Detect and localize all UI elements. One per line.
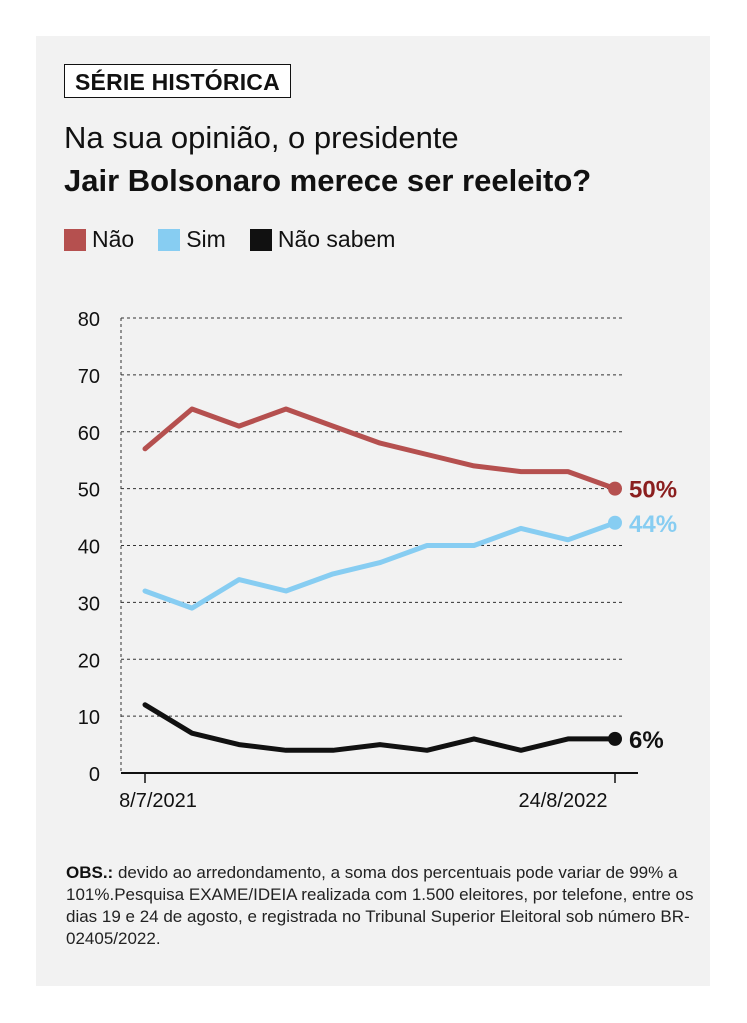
- legend-label-sim: Sim: [186, 226, 226, 252]
- legend-label-nao: Não: [92, 226, 135, 252]
- legend-swatch-nao-sabem: [249, 228, 272, 251]
- chart-card: [36, 36, 710, 986]
- series-end-label-sim: 44%: [629, 511, 677, 538]
- legend: Não Sim Não sabem: [64, 226, 419, 253]
- legend-item-sim: Sim: [158, 226, 226, 253]
- y-tick-label-60: 60: [78, 423, 100, 445]
- series-end-label-nao-sabem: 6%: [629, 727, 664, 754]
- y-tick-label-0: 0: [89, 764, 100, 786]
- y-tick-label-30: 30: [78, 593, 100, 615]
- legend-label-nao-sabem: Não sabem: [277, 226, 396, 252]
- y-tick-label-80: 80: [78, 309, 100, 331]
- y-tick-label-50: 50: [78, 480, 100, 502]
- series-line-sim: [142, 520, 618, 611]
- y-tick-label-40: 40: [78, 537, 100, 559]
- series-line-nao: [142, 406, 618, 492]
- series-end-point-sim: [608, 515, 622, 530]
- series-end-point-nao: [608, 481, 622, 496]
- footnote-label: OBS.:: [66, 863, 114, 882]
- y-tick-label-10: 10: [78, 707, 100, 729]
- x-tick-label-start: 8/7/2021: [119, 790, 197, 812]
- series-line-nao-sabem: [142, 702, 618, 753]
- x-tick-label-end: 24/8/2022: [519, 790, 608, 812]
- footnote-text: devido ao arredondamento, a soma dos per…: [66, 863, 694, 948]
- legend-item-nao: Não: [64, 226, 134, 253]
- y-tick-label-70: 70: [78, 366, 100, 388]
- footnote: OBS.: devido ao arredondamento, a soma d…: [66, 862, 696, 950]
- series-badge: SÉRIE HISTÓRICA: [64, 64, 291, 98]
- chart-title-line2: Jair Bolsonaro merece ser reeleito?: [64, 163, 592, 198]
- series-end-label-nao: 50%: [629, 477, 677, 504]
- chart-title-line1: Na sua opinião, o presidente: [64, 120, 459, 155]
- legend-swatch-nao: [64, 228, 86, 251]
- legend-swatch-sim: [158, 228, 181, 251]
- series-end-point-nao-sabem: [608, 731, 622, 746]
- y-tick-label-20: 20: [78, 650, 100, 672]
- legend-item-nao-sabem: Não sabem: [249, 226, 396, 253]
